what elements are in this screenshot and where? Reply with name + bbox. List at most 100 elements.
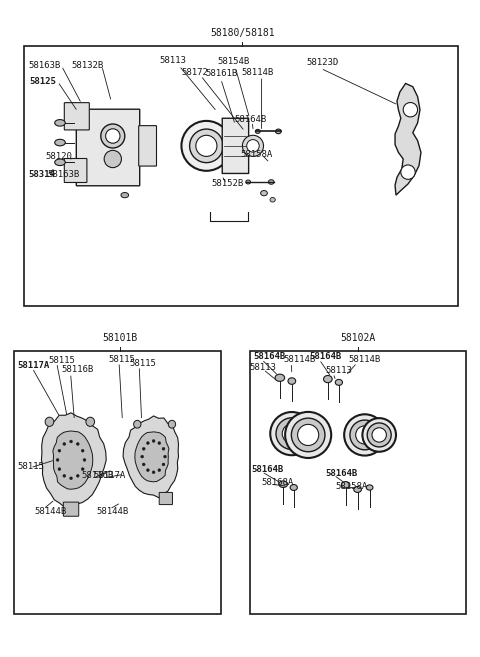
Circle shape [158,468,161,472]
Text: 58168A: 58168A [262,478,294,487]
Circle shape [291,418,325,452]
Text: 58132B: 58132B [71,61,103,70]
Text: 58117A: 58117A [18,361,50,371]
Text: 58113: 58113 [250,363,276,373]
Polygon shape [41,413,106,507]
Ellipse shape [290,485,298,490]
Circle shape [403,102,418,117]
Circle shape [81,468,84,470]
Circle shape [63,474,66,477]
Text: 58116B: 58116B [82,470,114,480]
Circle shape [270,412,313,455]
Circle shape [152,440,155,442]
Circle shape [247,140,259,152]
Circle shape [101,124,125,148]
Text: 58314: 58314 [29,170,56,179]
Circle shape [344,415,385,455]
Circle shape [81,449,84,452]
Polygon shape [135,432,169,482]
Circle shape [63,443,66,445]
Circle shape [142,463,145,466]
Ellipse shape [335,380,343,385]
Circle shape [350,420,380,450]
Ellipse shape [86,417,95,426]
Circle shape [181,121,231,171]
Circle shape [162,463,165,466]
Text: 58113: 58113 [160,56,187,65]
Bar [14,351,221,614]
Circle shape [372,428,386,442]
Ellipse shape [261,191,267,196]
Circle shape [70,440,72,443]
Text: 58115: 58115 [130,359,156,368]
Ellipse shape [279,481,288,487]
Ellipse shape [354,486,361,493]
Bar [24,46,458,306]
Ellipse shape [55,120,65,126]
Text: 58116B: 58116B [61,365,94,374]
Text: 58113: 58113 [325,366,352,375]
Text: 58172: 58172 [181,68,208,77]
Circle shape [58,468,61,470]
Polygon shape [395,83,421,195]
Circle shape [141,455,144,458]
Text: 58120: 58120 [46,152,72,161]
Text: 58117A: 58117A [94,470,126,480]
Text: 58164B: 58164B [234,115,266,124]
Ellipse shape [121,193,129,198]
Ellipse shape [275,374,285,381]
FancyBboxPatch shape [139,125,156,166]
Ellipse shape [55,139,65,146]
Text: 58164B: 58164B [252,465,284,474]
Text: 58163B: 58163B [47,170,79,179]
FancyBboxPatch shape [63,502,79,516]
Circle shape [367,423,391,447]
Ellipse shape [341,482,350,488]
Ellipse shape [168,420,176,428]
Circle shape [58,449,61,452]
Text: 58144B: 58144B [96,507,128,516]
Text: 58154B: 58154B [217,57,249,66]
Ellipse shape [288,378,296,384]
Bar [250,351,466,614]
FancyBboxPatch shape [76,109,140,186]
Text: 58114B: 58114B [283,355,315,364]
Circle shape [152,471,155,474]
Text: 58115: 58115 [108,355,135,364]
Circle shape [298,424,319,445]
Circle shape [106,129,120,143]
Polygon shape [123,416,179,498]
Circle shape [362,418,396,452]
Text: 58114B: 58114B [241,68,273,77]
Text: 58152B: 58152B [211,179,243,189]
Circle shape [83,459,86,461]
Circle shape [142,447,145,450]
Text: 58115: 58115 [18,462,45,471]
Circle shape [401,165,415,179]
Text: 58180/58181: 58180/58181 [210,28,275,38]
Circle shape [146,468,149,472]
Circle shape [76,474,79,477]
Text: 58158A: 58158A [240,150,272,159]
Ellipse shape [255,129,260,133]
Text: 58114B: 58114B [348,355,381,364]
Text: 58115: 58115 [48,355,75,365]
Ellipse shape [45,417,54,426]
Ellipse shape [55,159,65,166]
Text: 58164B: 58164B [253,351,285,361]
Circle shape [56,459,59,461]
Circle shape [356,426,374,444]
Circle shape [76,443,79,445]
Text: 58144B: 58144B [35,507,67,516]
Circle shape [242,135,264,156]
FancyBboxPatch shape [64,102,89,130]
Ellipse shape [276,129,281,133]
Circle shape [70,477,72,480]
Text: 58158A: 58158A [335,482,367,491]
Circle shape [146,442,149,445]
Ellipse shape [133,420,141,428]
Polygon shape [53,431,93,489]
FancyBboxPatch shape [222,118,249,173]
FancyBboxPatch shape [159,492,172,505]
Ellipse shape [324,376,332,382]
